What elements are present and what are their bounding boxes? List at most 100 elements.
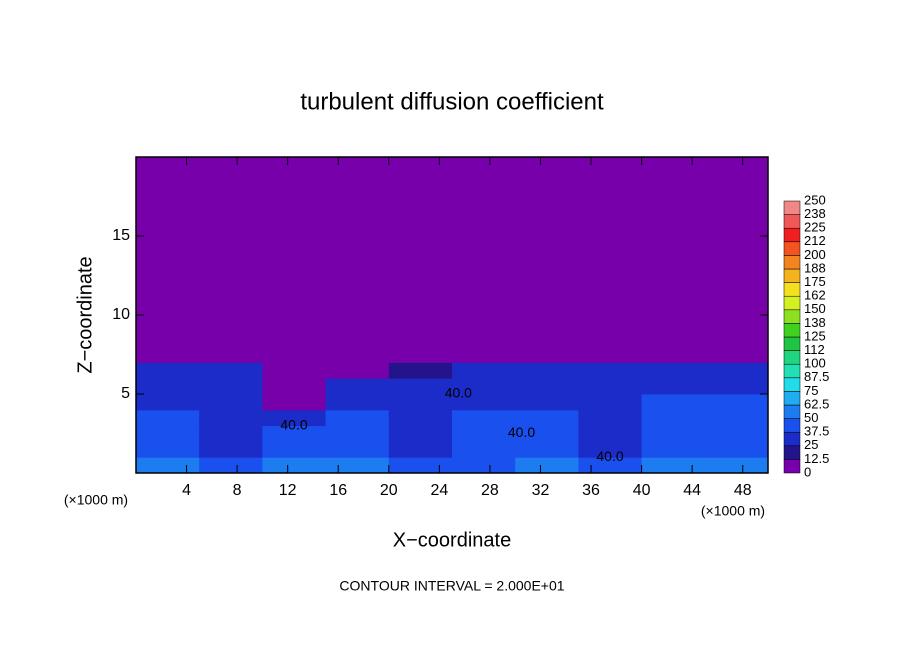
heat-cell bbox=[578, 441, 643, 458]
colorbar-label: 238 bbox=[804, 206, 826, 221]
y-tick-label: 5 bbox=[121, 385, 130, 402]
x-tick-label: 8 bbox=[233, 482, 242, 499]
heat-cell bbox=[704, 457, 769, 474]
heat-cell bbox=[199, 441, 263, 458]
x-tick-label: 24 bbox=[430, 482, 448, 499]
footnote: CONTOUR INTERVAL = 2.000E+01 bbox=[339, 578, 564, 594]
heat-cell bbox=[199, 378, 263, 395]
x-tick-label: 28 bbox=[481, 482, 499, 499]
colorbar-label: 162 bbox=[804, 288, 826, 303]
heat-cell bbox=[388, 394, 453, 411]
heat-cell bbox=[136, 362, 200, 379]
heat-cell bbox=[452, 409, 516, 427]
heat-cell bbox=[452, 157, 516, 348]
heat-cell bbox=[578, 378, 643, 395]
colorbar-swatch bbox=[783, 255, 801, 270]
heat-cell bbox=[704, 425, 769, 442]
x-tick-label: 16 bbox=[329, 482, 347, 499]
heat-cell bbox=[452, 394, 516, 411]
colorbar-label: 138 bbox=[804, 315, 826, 330]
heat-cell bbox=[136, 441, 200, 458]
colorbar-label: 100 bbox=[804, 356, 826, 371]
heat-cell bbox=[262, 425, 327, 442]
heat-cell bbox=[388, 346, 453, 363]
colorbar-label: 200 bbox=[804, 247, 826, 262]
heat-cell bbox=[452, 441, 516, 458]
heat-cell bbox=[199, 425, 263, 442]
heat-cell bbox=[515, 394, 579, 411]
heat-cell bbox=[325, 425, 390, 442]
heat-cell bbox=[578, 157, 643, 348]
heat-cell bbox=[704, 378, 769, 395]
heat-cell bbox=[515, 157, 579, 348]
heat-cell bbox=[262, 441, 327, 458]
colorbar-swatch bbox=[783, 309, 801, 324]
colorbar-label: 75 bbox=[804, 383, 818, 398]
colorbar-swatch bbox=[783, 377, 801, 392]
heat-cell bbox=[578, 346, 643, 363]
colorbar-swatch bbox=[783, 200, 801, 215]
heat-cell bbox=[578, 425, 643, 442]
colorbar-label: 62.5 bbox=[804, 396, 829, 411]
y-tick-label: 10 bbox=[112, 306, 130, 323]
heat-cell bbox=[704, 346, 769, 363]
heat-cell bbox=[452, 457, 516, 474]
y-axis-label: Z−coordinate bbox=[74, 256, 96, 373]
heat-cell bbox=[641, 394, 706, 411]
heat-cell bbox=[704, 409, 769, 427]
x-unit-label: (×1000 m) bbox=[701, 503, 765, 519]
colorbar-swatch bbox=[783, 241, 801, 256]
colorbar-label: 250 bbox=[804, 192, 826, 207]
heat-cell bbox=[199, 362, 263, 379]
colorbar-label: 188 bbox=[804, 260, 826, 275]
colorbar-swatch bbox=[783, 323, 801, 338]
heat-cell bbox=[325, 409, 390, 427]
heat-cell bbox=[388, 441, 453, 458]
heat-cell bbox=[325, 457, 390, 474]
heat-cell bbox=[641, 457, 706, 474]
heat-cell bbox=[199, 409, 263, 427]
x-tick-label: 44 bbox=[683, 482, 701, 499]
heat-cell bbox=[262, 394, 327, 411]
colorbar-swatch bbox=[783, 363, 801, 379]
colorbar-swatch bbox=[783, 431, 801, 447]
heat-cell bbox=[262, 409, 327, 427]
heat-cell bbox=[704, 441, 769, 458]
heat-cell bbox=[388, 457, 453, 474]
x-tick-label: 12 bbox=[279, 482, 297, 499]
x-tick-label: 40 bbox=[633, 482, 651, 499]
heat-cell bbox=[325, 362, 390, 379]
heat-cell bbox=[641, 157, 706, 348]
heat-cell bbox=[136, 346, 200, 363]
heat-cell bbox=[641, 378, 706, 395]
heat-cell bbox=[452, 425, 516, 442]
colorbar-label: 87.5 bbox=[804, 369, 829, 384]
heat-cell bbox=[325, 441, 390, 458]
heat-cell bbox=[578, 457, 643, 474]
heat-cell bbox=[199, 394, 263, 411]
heat-cell bbox=[641, 441, 706, 458]
colorbar-label: 150 bbox=[804, 301, 826, 316]
heat-cell bbox=[515, 378, 579, 395]
heat-cell bbox=[578, 409, 643, 427]
heat-cell bbox=[515, 409, 579, 427]
colorbar-swatch bbox=[783, 418, 801, 433]
heat-cell bbox=[388, 362, 453, 379]
colorbar-swatch bbox=[783, 459, 801, 474]
heat-cell bbox=[704, 362, 769, 379]
heat-cell bbox=[136, 394, 200, 411]
colorbar-swatch bbox=[783, 350, 801, 365]
x-unit-label: (×1000 m) bbox=[64, 492, 128, 508]
heat-cell bbox=[388, 378, 453, 395]
heat-cell bbox=[641, 346, 706, 363]
heat-cell bbox=[515, 457, 579, 474]
colorbar-swatch bbox=[783, 227, 801, 243]
colorbar-swatch bbox=[783, 404, 801, 419]
heat-cell bbox=[262, 362, 327, 379]
heat-cell bbox=[388, 425, 453, 442]
heat-cell bbox=[136, 425, 200, 442]
contour-label: 40.0 bbox=[280, 416, 307, 432]
heat-cell bbox=[515, 346, 579, 363]
heat-cell bbox=[136, 409, 200, 427]
y-tick-label: 15 bbox=[112, 227, 130, 244]
